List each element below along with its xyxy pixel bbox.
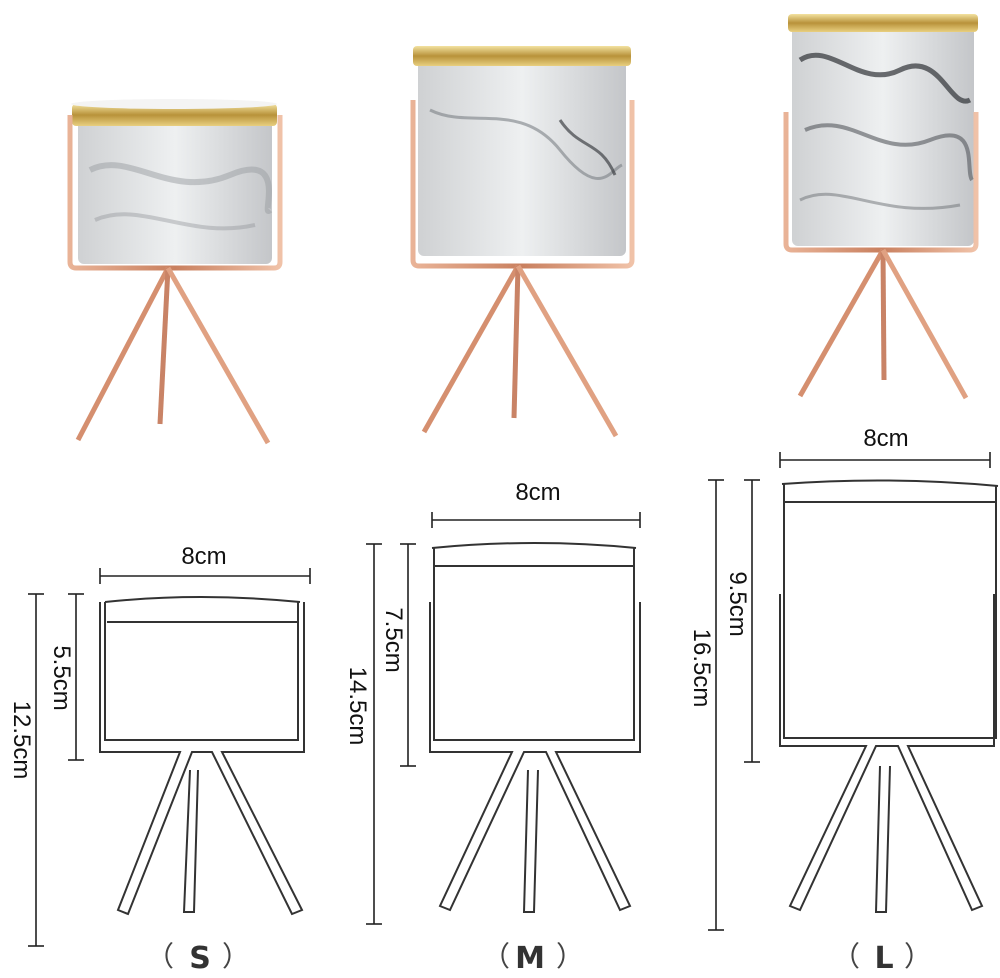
medium-outline-back-leg (522, 769, 539, 913)
svg-text:（: （ (146, 940, 174, 973)
medium-width-label: 8cm (515, 479, 560, 506)
svg-text:）: ） (904, 940, 932, 973)
large-gold-rim (788, 14, 978, 32)
medium-planter-photo (410, 46, 635, 438)
medium-copper-frame (410, 100, 635, 269)
small-total-height-label: 12.5cm (8, 701, 35, 780)
svg-text:）: ） (222, 940, 250, 973)
small-size-caption: （ S ） (146, 940, 250, 976)
small-copper-frame (67, 115, 283, 271)
large-outline-frame (779, 594, 995, 912)
large-outline-rim (781, 479, 999, 487)
medium-pot-height-dimension-line (400, 543, 416, 767)
svg-text:（: （ (832, 940, 860, 973)
small-marble-vein (88, 162, 273, 214)
small-gold-rim (72, 104, 277, 126)
small-leg-right (165, 266, 271, 445)
medium-outline-rim (431, 542, 637, 549)
small-width-dimension-line (99, 568, 311, 584)
large-total-height-dimension-line (708, 479, 724, 931)
large-marble-pot (792, 26, 974, 246)
medium-leg-back (511, 265, 521, 419)
small-width-label: 8cm (181, 543, 226, 570)
small-outline-frame (99, 602, 305, 916)
large-total-height-label: 16.5cm (688, 629, 715, 708)
large-marble-vein (798, 52, 972, 104)
small-size-label: S (189, 941, 211, 976)
medium-total-height-dimension-line (366, 543, 382, 925)
medium-width-dimension-line (431, 512, 641, 528)
medium-size-label: M (515, 941, 545, 976)
small-outline-drawing (99, 596, 305, 916)
small-outline-back-leg (182, 769, 199, 913)
large-leg-right (880, 248, 969, 400)
large-pot-height-dimension-line (744, 479, 760, 763)
small-marble-pot (78, 112, 272, 264)
large-outline-back-leg (874, 765, 891, 913)
large-leg-left (797, 248, 886, 398)
svg-text:）: ） (556, 940, 584, 973)
medium-leg-right (515, 264, 619, 438)
svg-text:（: （ (482, 940, 510, 973)
medium-marble-vein (558, 119, 617, 176)
large-pot-height-label: 9.5cm (724, 571, 751, 636)
medium-marble-pot (418, 58, 626, 256)
large-size-label: L (874, 941, 893, 976)
small-leg-back (157, 267, 171, 425)
medium-gold-rim (413, 46, 631, 66)
small-pot-height-label: 5.5cm (48, 645, 75, 710)
medium-pot-height-label: 7.5cm (380, 607, 407, 672)
medium-size-caption: （ M ） (482, 940, 584, 976)
large-outline-drawing (779, 479, 999, 913)
small-total-height-dimension-line (28, 593, 44, 947)
medium-total-height-label: 14.5cm (344, 667, 371, 746)
small-planter-photo (67, 99, 283, 445)
large-size-caption: （ L ） (832, 940, 932, 976)
small-leg-left (75, 266, 171, 442)
small-outline-pot (104, 602, 299, 741)
medium-outline-pot (433, 548, 635, 741)
large-outline-pot (783, 484, 997, 739)
medium-outline-drawing (429, 542, 641, 913)
small-pot-height-dimension-line (68, 593, 84, 761)
small-outline-rim (104, 596, 301, 603)
large-width-dimension-line (779, 452, 991, 468)
medium-outline-frame (429, 602, 641, 912)
large-leg-back (880, 249, 887, 381)
medium-leg-left (421, 264, 521, 434)
large-planter-photo (783, 14, 979, 400)
large-width-label: 8cm (863, 425, 908, 452)
